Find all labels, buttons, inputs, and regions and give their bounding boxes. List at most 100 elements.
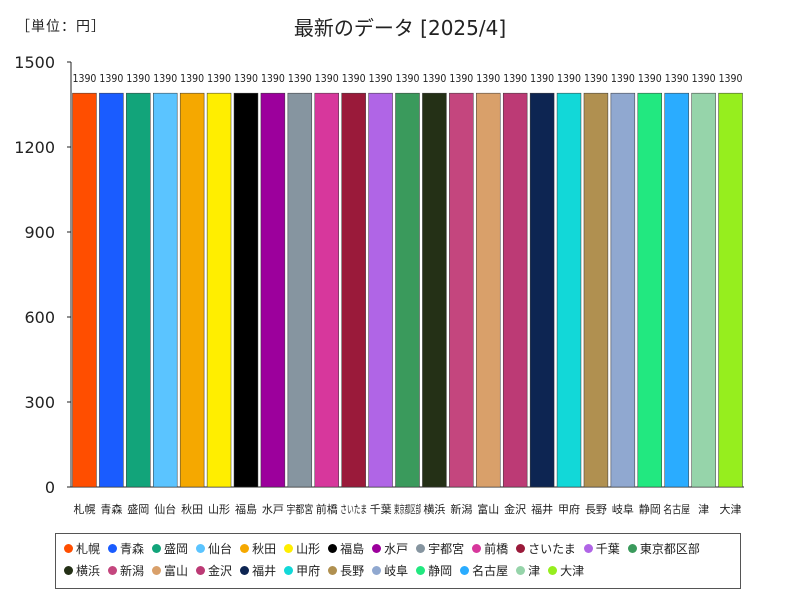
x-tick-label: 長野: [585, 503, 607, 516]
data-label: 1390: [73, 72, 97, 85]
legend-swatch: [64, 543, 73, 553]
x-tick-label: 青森: [100, 502, 122, 516]
unit-label: ［単位：円］: [16, 19, 106, 35]
chart-title: 最新のデータ [2025/4]: [293, 16, 507, 40]
data-label: 1390: [449, 72, 473, 85]
bar: [72, 92, 97, 488]
legend-swatch: [516, 543, 526, 553]
x-tick-label: 東京都区部: [394, 502, 421, 516]
legend-swatch: [372, 543, 382, 553]
legend-swatch: [328, 565, 338, 575]
data-label: 1390: [530, 72, 554, 85]
y-tick-label: 600: [24, 308, 55, 327]
data-label: 1390: [638, 72, 662, 85]
legend-swatch: [64, 565, 73, 575]
x-tick-label: 金沢: [504, 502, 526, 516]
bar: [529, 92, 555, 488]
x-tick-label: 盛岡: [127, 502, 149, 516]
legend-label: 長野: [340, 563, 365, 578]
legend-swatch: [416, 565, 426, 575]
data-label: 1390: [584, 72, 608, 85]
bar: [718, 92, 743, 488]
data-label: 1390: [692, 72, 716, 85]
legend-label: 福島: [340, 541, 365, 556]
bar: [368, 92, 393, 488]
x-tick-label: 岐阜: [612, 503, 634, 516]
data-label: 1390: [396, 72, 420, 85]
legend-label: 東京都区部: [639, 541, 700, 556]
data-label: 1390: [207, 72, 231, 85]
legend-label: 津: [528, 563, 541, 578]
bar: [637, 92, 662, 488]
data-label: 1390: [369, 72, 393, 85]
bar: [341, 92, 366, 488]
legend-swatch: [548, 565, 558, 575]
legend-label: 静岡: [428, 563, 453, 578]
legend-item: 長野: [328, 562, 364, 578]
legend-swatch: [328, 543, 338, 553]
legend-swatch: [583, 543, 593, 553]
legend-item: さいたま: [516, 540, 576, 556]
legend-item: 新潟: [108, 562, 144, 578]
x-tick-label: 富山: [477, 502, 499, 516]
x-tick-label: 静岡: [639, 502, 661, 516]
legend-item: 福島: [328, 540, 364, 556]
x-tick-label: 福島: [235, 502, 257, 516]
x-tick-label: 津: [698, 503, 709, 516]
x-tick-label: 前橋: [316, 502, 338, 516]
x-tick-label: 大津: [720, 502, 742, 516]
legend-item: 名古屋: [460, 562, 508, 578]
bar: [395, 92, 420, 488]
data-label: 1390: [261, 72, 285, 85]
legend-item: 横浜: [64, 562, 100, 578]
legend-swatch: [627, 543, 637, 553]
x-tick-label: 秋田: [181, 502, 203, 516]
legend-item: 富山: [152, 562, 188, 578]
legend-swatch: [516, 565, 526, 575]
x-tick-label: 横浜: [423, 502, 445, 516]
bar: [126, 92, 151, 488]
legend-swatch: [196, 543, 206, 553]
data-label: 1390: [557, 72, 581, 85]
legend-label: 山形: [296, 541, 321, 556]
data-label: 1390: [288, 72, 312, 85]
legend-swatch: [472, 543, 482, 553]
x-tick-label: 水戸: [262, 503, 284, 516]
x-tick-label: 札幌: [73, 502, 95, 516]
bar: [260, 92, 286, 488]
legend-item: 山形: [284, 540, 320, 556]
bar: [476, 92, 501, 488]
y-tick-label: 1500: [14, 53, 55, 72]
legend-item: 千葉: [583, 540, 620, 556]
legend-label: 名古屋: [472, 563, 509, 578]
x-tick-label: 新潟: [450, 502, 472, 516]
legend-swatch: [372, 565, 382, 575]
legend-item: 津: [516, 562, 540, 578]
legend-label: 岐阜: [384, 563, 409, 578]
legend-swatch: [240, 543, 250, 553]
data-label: 1390: [503, 72, 527, 85]
bar: [233, 92, 259, 488]
legend-item: 水戸: [372, 540, 408, 556]
legend-label: さいたま: [528, 541, 576, 556]
data-label: 1390: [422, 72, 446, 85]
data-label: 1390: [342, 72, 366, 85]
legend-swatch: [284, 543, 294, 553]
bar: [153, 92, 178, 488]
legend-label: 福井: [252, 563, 277, 578]
x-tick-label: 甲府: [558, 502, 580, 516]
legend-label: 盛岡: [164, 541, 189, 556]
legend-item: 大津: [548, 562, 584, 578]
bar: [583, 92, 609, 488]
legend-item: 岐阜: [372, 562, 408, 578]
bar: [556, 92, 582, 488]
bar-chart: 0 300 600 900 1200 1500 1390 札幌 1390 青森 1390 盛岡 1390…: [14, 53, 744, 516]
bar: [99, 92, 124, 488]
legend-item: 福井: [240, 562, 276, 578]
legend-label: 新潟: [120, 563, 145, 578]
data-label: 1390: [665, 72, 689, 85]
legend-label: 宇都宮: [428, 541, 465, 556]
x-tick-label: さいたま: [340, 503, 367, 516]
legend-label: 青森: [120, 541, 145, 556]
bar: [179, 92, 205, 488]
